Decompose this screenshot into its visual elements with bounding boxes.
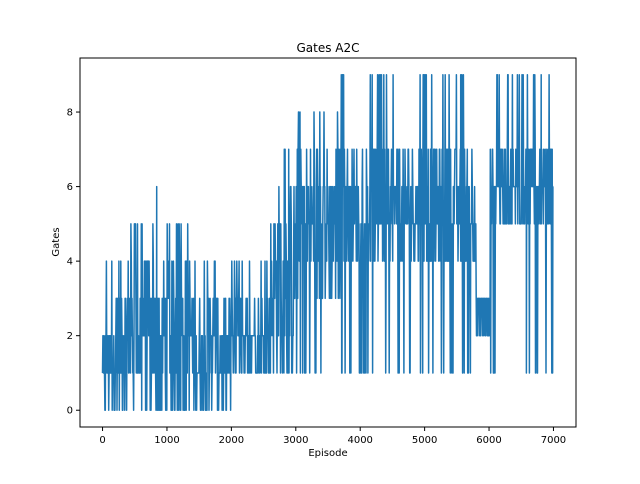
x-tick-label: 7000 [541, 435, 566, 446]
y-tick-label: 8 [67, 108, 73, 119]
x-tick-label: 0 [99, 435, 105, 446]
y-tick-label: 2 [67, 331, 73, 342]
chart-title: Gates A2C [296, 41, 359, 55]
x-tick-label: 2000 [219, 435, 244, 446]
x-tick-label: 6000 [476, 435, 501, 446]
x-tick-label: 4000 [347, 435, 372, 446]
x-tick-label: 1000 [154, 435, 179, 446]
x-tick-label: 3000 [283, 435, 308, 446]
series-line [101, 74, 554, 411]
y-tick-label: 6 [67, 182, 73, 193]
y-axis-ticks: 0 2 4 6 8 [67, 108, 80, 417]
y-tick-label: 0 [67, 406, 73, 417]
y-tick-label: 4 [67, 257, 73, 268]
y-axis-label: Gates [51, 227, 62, 256]
x-axis-label: Episode [308, 448, 347, 459]
x-axis-ticks: 0 1000 2000 3000 4000 5000 6000 7000 [99, 427, 566, 446]
axes-frame [79, 57, 577, 428]
x-tick-label: 5000 [412, 435, 437, 446]
plot-area [101, 74, 554, 411]
